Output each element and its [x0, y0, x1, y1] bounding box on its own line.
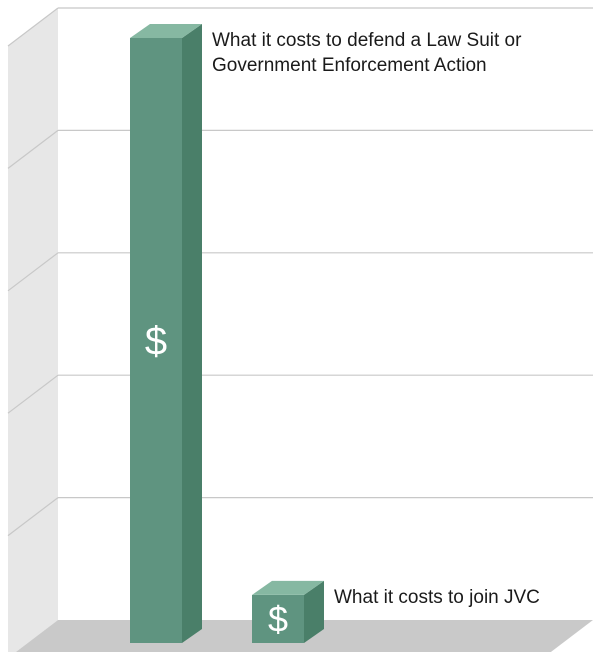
- bar-front: [252, 594, 304, 643]
- side-gridline: [7, 497, 59, 537]
- side-gridline: [7, 7, 59, 47]
- side-gridline: [7, 129, 59, 169]
- bar-value-symbol: $: [268, 599, 288, 640]
- bar-top: [252, 580, 324, 595]
- bars: $$: [130, 24, 324, 643]
- category-label-line: Government Enforcement Action: [212, 55, 487, 76]
- bar: $: [252, 580, 324, 643]
- category-label: What it costs to defend a Law Suit or Gov…: [212, 28, 521, 78]
- side-gridline: [7, 252, 59, 292]
- bar: $: [130, 24, 202, 643]
- bar-front: [130, 38, 182, 643]
- side-gridline: [7, 374, 59, 414]
- bar-side: [182, 24, 202, 643]
- category-label-line: What it costs to join JVC: [334, 587, 540, 608]
- category-label: What it costs to join JVC: [334, 585, 540, 610]
- chart-walls: [8, 8, 593, 652]
- side-wall: [8, 8, 58, 652]
- category-label-line: What it costs to defend a Law Suit or: [212, 30, 522, 51]
- bar-top: [130, 24, 202, 38]
- bar-side: [304, 580, 324, 643]
- bar-value-symbol: $: [145, 320, 167, 364]
- gridlines: [7, 7, 593, 537]
